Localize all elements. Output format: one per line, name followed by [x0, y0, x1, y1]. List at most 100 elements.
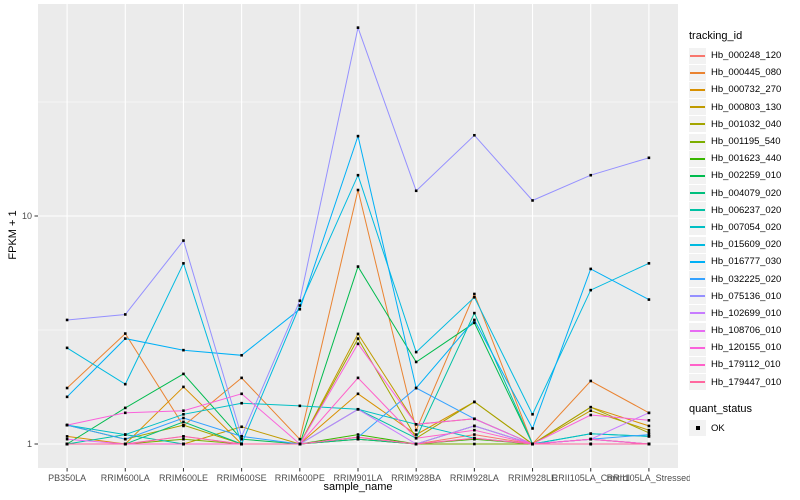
data-point: [123, 437, 127, 441]
series-color-swatch: [689, 288, 706, 305]
swatch-line-icon: [690, 106, 705, 109]
y-tick-label: 10: [22, 211, 32, 221]
x-axis-title: sample_name: [323, 481, 393, 493]
data-point: [473, 424, 476, 428]
data-point: [298, 304, 302, 307]
data-point: [473, 318, 476, 322]
data-point: [356, 407, 360, 411]
data-point: [240, 425, 243, 429]
legend-item: Hb_016777_030: [689, 253, 799, 270]
data-point: [123, 442, 127, 446]
data-point: [589, 442, 593, 446]
data-point: [589, 379, 593, 383]
data-point: [473, 311, 476, 315]
data-point: [182, 412, 185, 416]
data-point: [356, 433, 360, 436]
legend-item-label: Hb_000803_130: [711, 101, 782, 113]
legend-item: Hb_001195_540: [689, 133, 799, 150]
data-point: [473, 400, 476, 404]
swatch-line-icon: [690, 54, 705, 57]
data-point: [589, 437, 593, 441]
data-point: [414, 442, 418, 446]
data-point: [298, 299, 302, 303]
data-point: [65, 437, 69, 441]
data-point: [123, 332, 127, 335]
swatch-line-icon: [690, 209, 705, 212]
data-point: [473, 295, 476, 299]
legend-item: Hb_102699_010: [689, 305, 799, 322]
data-point: [647, 433, 651, 436]
legend: tracking_id Hb_000248_120 Hb_000445_080 Hb…: [689, 30, 799, 437]
swatch-line-icon: [690, 123, 705, 126]
series-color-swatch: [689, 81, 706, 98]
data-point: [240, 442, 243, 446]
swatch-line-icon: [690, 381, 705, 384]
data-point: [182, 435, 185, 438]
swatch-line-icon: [690, 140, 705, 143]
series-color-swatch: [689, 374, 706, 391]
data-point: [473, 442, 476, 446]
data-point: [240, 353, 243, 357]
data-point: [123, 313, 127, 316]
data-point: [647, 156, 651, 160]
data-point: [473, 417, 476, 421]
series-color-swatch: [689, 99, 706, 116]
data-point: [182, 437, 185, 441]
data-point: [298, 442, 302, 446]
data-point: [182, 372, 185, 376]
data-point: [65, 442, 69, 446]
data-point: [240, 401, 243, 405]
x-tick-label: RRIM901LA: [333, 473, 382, 483]
legend-item-label: Hb_004079_020: [711, 187, 782, 199]
legend-item-label: OK: [711, 422, 725, 434]
x-tick-label: RRIM600PE: [275, 473, 325, 483]
series-color-swatch: [689, 322, 706, 339]
data-point: [182, 348, 185, 352]
x-tick-label: RRIM928BA: [391, 473, 441, 483]
y-tick-label: 1: [27, 439, 32, 449]
data-point: [473, 321, 476, 325]
data-point: [589, 173, 593, 177]
series-color-swatch: [689, 185, 706, 202]
series-color-swatch: [689, 167, 706, 184]
legend-item-label: Hb_001032_040: [711, 118, 782, 130]
data-point: [473, 428, 476, 432]
data-point: [473, 433, 476, 436]
legend-item: Hb_179112_010: [689, 356, 799, 373]
series-color-swatch: [689, 305, 706, 322]
legend-item-label: Hb_179112_010: [711, 359, 781, 371]
swatch-line-icon: [690, 71, 705, 74]
data-point: [182, 239, 185, 242]
data-point: [182, 420, 185, 424]
legend-item-label: Hb_015609_020: [711, 239, 782, 251]
data-point: [240, 435, 243, 438]
swatch-line-icon: [690, 312, 705, 315]
data-point: [647, 442, 651, 446]
data-point: [65, 435, 69, 438]
data-point: [647, 424, 651, 428]
data-point: [298, 404, 302, 408]
legend-item: Hb_108706_010: [689, 322, 799, 339]
data-point: [182, 385, 185, 389]
data-point: [647, 419, 651, 422]
x-tick-label: RRIM600SE: [217, 473, 267, 483]
legend-item: Hb_000445_080: [689, 64, 799, 81]
legend-item: Hb_004079_020: [689, 185, 799, 202]
series-color-swatch: [689, 64, 706, 81]
legend-item: Hb_179447_010: [689, 374, 799, 391]
data-point: [414, 433, 418, 436]
series-color-swatch: [689, 116, 706, 133]
legend-item-label: Hb_000248_120: [711, 50, 782, 62]
x-tick-label: RRIM928LE: [508, 473, 557, 483]
data-point: [414, 386, 418, 390]
data-point: [123, 337, 127, 340]
legend-item-label: Hb_000732_270: [711, 84, 782, 96]
swatch-line-icon: [690, 346, 705, 349]
data-point: [240, 437, 243, 441]
y-axis-title: FPKM + 1: [7, 210, 19, 260]
legend-item-label: Hb_102699_010: [711, 307, 782, 319]
data-point: [356, 337, 360, 340]
x-tick-label: RRIM600LA: [101, 473, 150, 483]
legend-item: Hb_120155_010: [689, 339, 799, 356]
